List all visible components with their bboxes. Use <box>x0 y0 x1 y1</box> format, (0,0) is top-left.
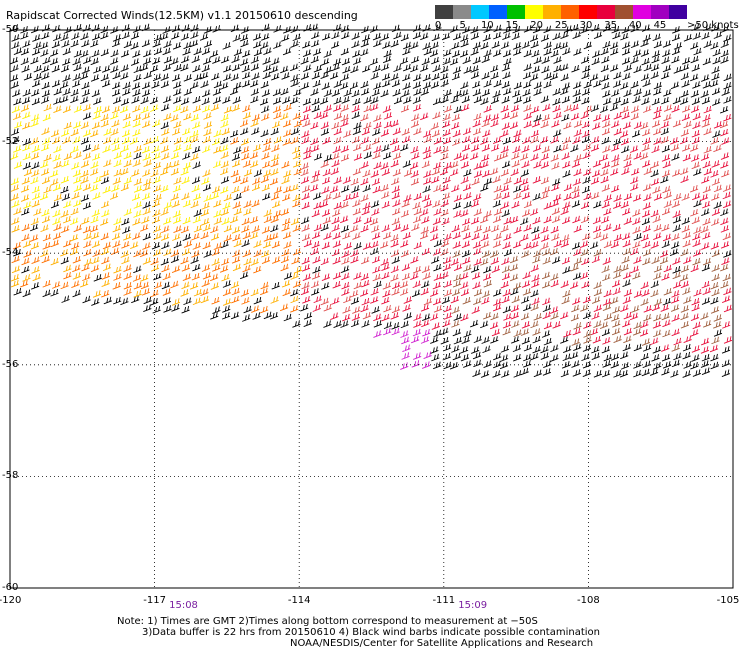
wind-barb-group <box>300 104 732 320</box>
legend-tick-label: 40 <box>628 20 642 31</box>
time-label: 15:09 <box>458 600 488 611</box>
legend-units: >50 knots <box>687 20 739 31</box>
legend-swatch <box>579 5 597 19</box>
legend-tick-label: 0 <box>434 20 442 31</box>
wind-barb-group <box>451 247 731 352</box>
wind-barb-group <box>10 103 303 306</box>
legend-tick-label: 5 <box>459 20 466 31</box>
wind-barb-group <box>9 23 732 378</box>
longitude-label: -120 <box>0 595 22 606</box>
legend-tick-label: 30 <box>579 20 593 31</box>
legend-swatch <box>651 5 669 19</box>
legend-swatch <box>597 5 615 19</box>
longitude-label: -117 <box>143 595 166 606</box>
legend-tick-label: 20 <box>530 20 543 31</box>
legend-color-bar <box>435 5 687 19</box>
legend-tick-label: 15 <box>505 20 519 31</box>
latitude-label: -50 <box>2 24 19 35</box>
grid-lines <box>9 29 734 589</box>
legend-tick-label: 25 <box>554 20 568 31</box>
latitude-label: -52 <box>2 135 19 147</box>
longitude-label: -114 <box>287 595 311 606</box>
legend-swatch <box>507 5 525 19</box>
wind-barb-group <box>373 327 432 370</box>
legend-swatch <box>525 5 543 19</box>
legend-swatch <box>615 5 633 19</box>
wind-speed-legend: 0 5 10 15 20 25 30 35 40 45 >50 knots <box>428 4 739 34</box>
latitude-label: -54 <box>2 247 19 259</box>
map-frame <box>9 29 734 589</box>
map-title: Rapidscat Corrected Winds(12.5KM) v1.1 2… <box>6 9 358 22</box>
wind-barbs <box>9 23 733 378</box>
legend-swatch <box>471 5 489 19</box>
wind-barb-group <box>11 103 303 314</box>
time-label: 15:08 <box>169 600 198 611</box>
legend-swatch <box>489 5 507 19</box>
legend-swatch <box>669 5 687 19</box>
legend-swatch <box>543 5 561 19</box>
latitude-label: -60 <box>2 582 19 593</box>
wind-barb-group <box>10 104 231 226</box>
legend-tick-label: 35 <box>604 20 617 31</box>
wind-barb-group <box>300 103 733 354</box>
legend-swatch <box>453 5 471 19</box>
legend-swatch <box>561 5 579 19</box>
legend-tick-label: 45 <box>653 20 667 31</box>
legend-swatch <box>435 5 453 19</box>
legend-tick-label: 10 <box>480 20 494 31</box>
note-line-3: NOAA/NESDIS/Center for Satellite Applica… <box>290 638 594 649</box>
latitude-label: -56 <box>2 358 19 370</box>
longitude-label: -105 <box>716 595 740 606</box>
note-line-1: Note: 1) Times are GMT 2)Times along bot… <box>117 616 538 627</box>
longitude-label: -108 <box>577 595 600 606</box>
note-line-2: 3)Data buffer is 22 hrs from 20150610 4)… <box>142 627 600 638</box>
latitude-label: -58 <box>2 470 19 482</box>
longitude-label: -111 <box>432 595 456 606</box>
legend-swatch <box>633 5 651 19</box>
